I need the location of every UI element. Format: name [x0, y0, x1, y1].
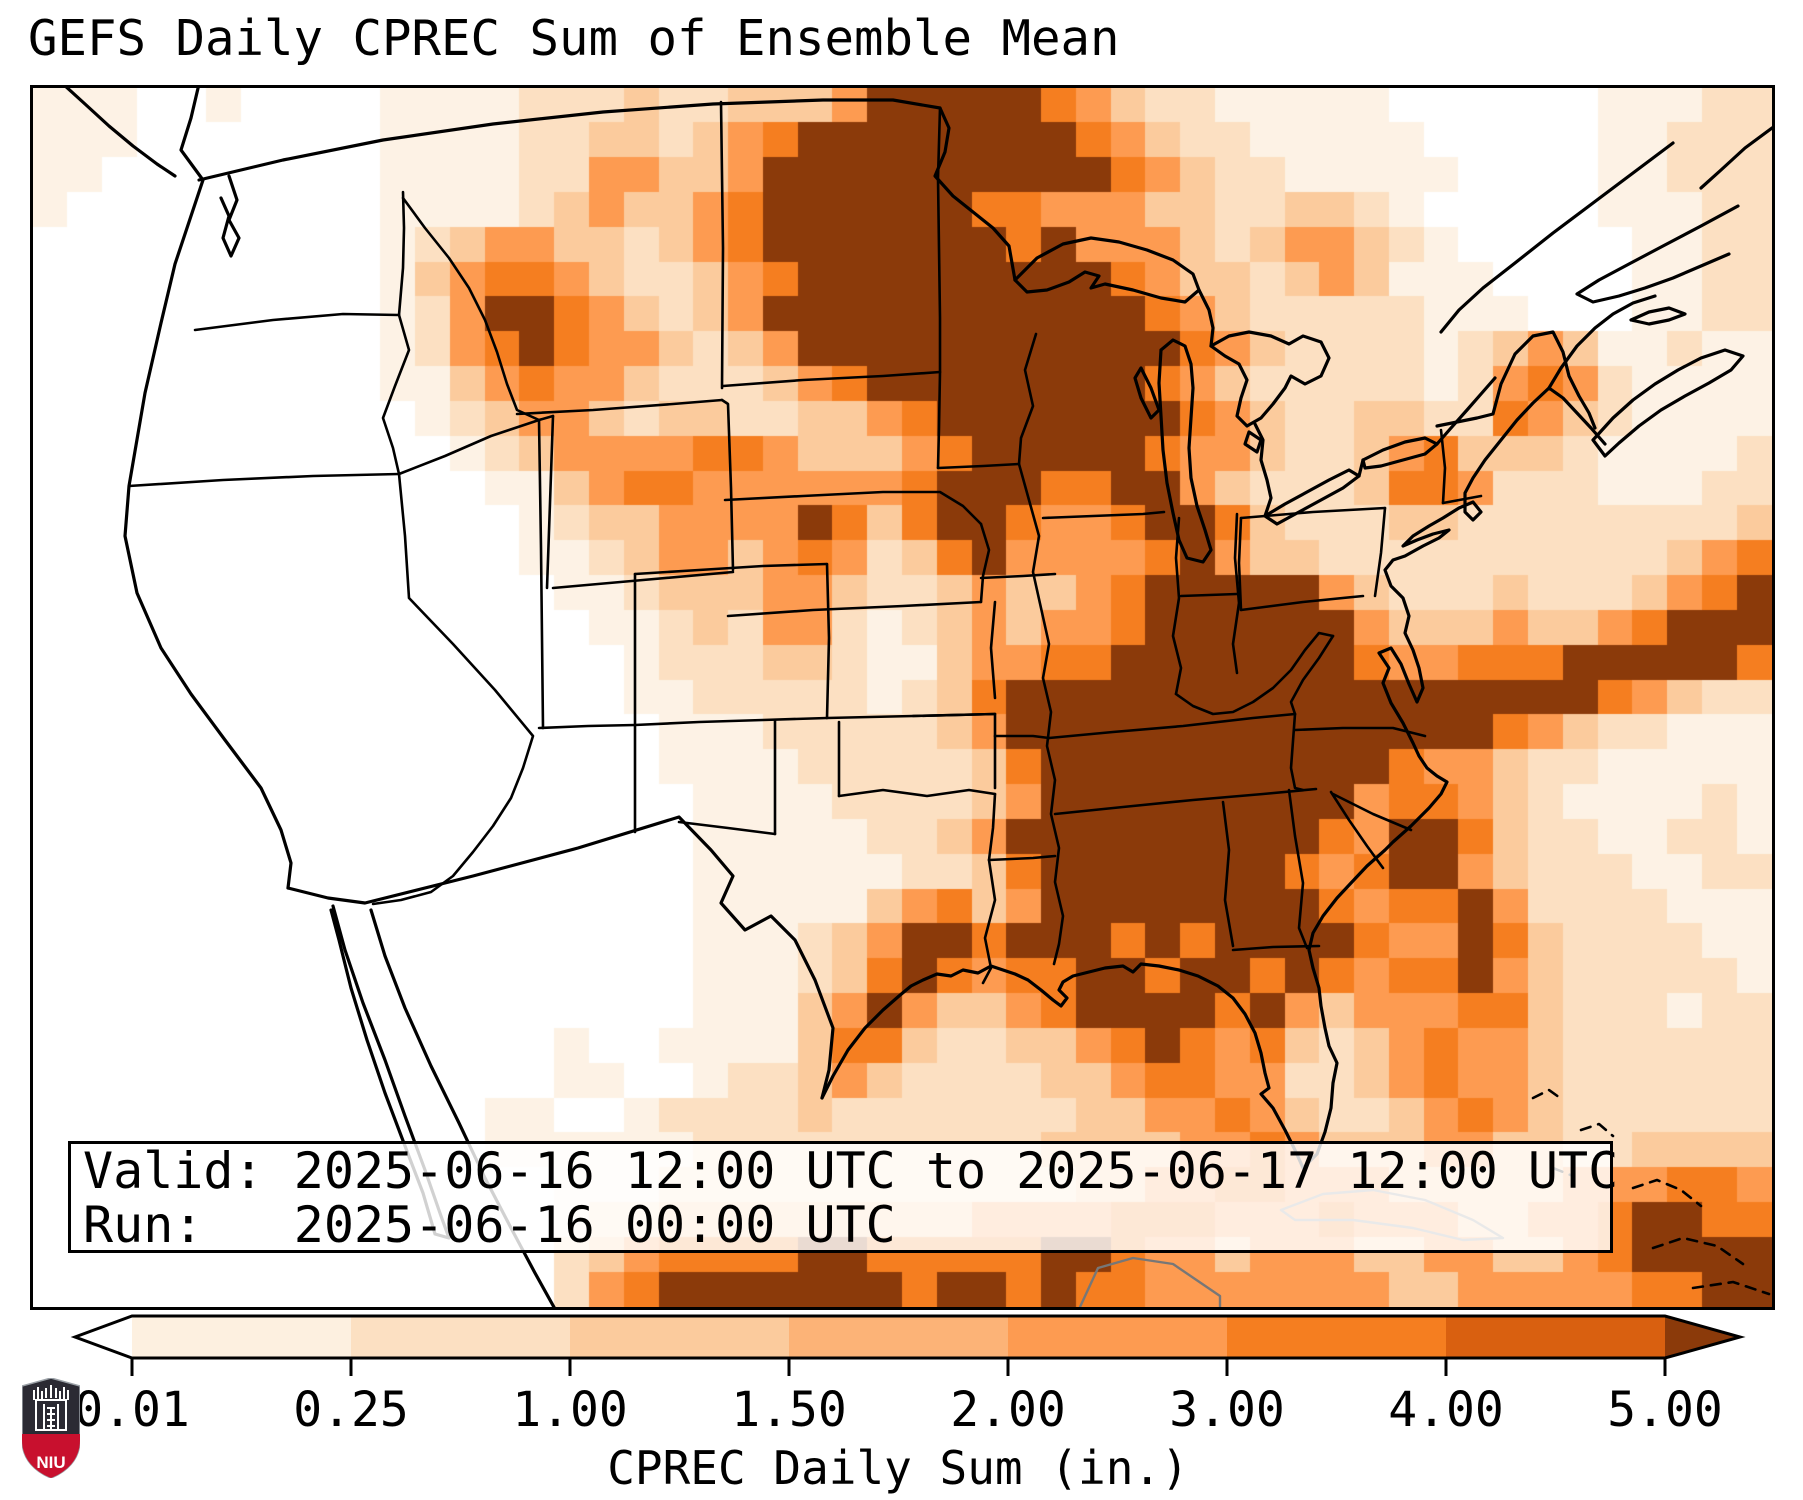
colorbar-axis-label: CPREC Daily Sum (in.) — [607, 1441, 1189, 1495]
precip-heatmap-canvas — [33, 88, 1772, 1307]
info-box: Valid: 2025-06-16 12:00 UTC to 2025-06-1… — [68, 1141, 1619, 1254]
colorbar-tick-label: 3.00 — [1169, 1382, 1285, 1438]
niu-red-band — [22, 1434, 80, 1478]
castle-icon — [33, 1385, 69, 1431]
niu-logo: NIU — [22, 1378, 80, 1478]
page-title: GEFS Daily CPREC Sum of Ensemble Mean — [28, 10, 1120, 67]
run-text: Run: 2025-06-16 00:00 UTC — [83, 1196, 896, 1254]
colorbar — [70, 1314, 1746, 1376]
colorbar-tick-label: 5.00 — [1607, 1382, 1723, 1438]
colorbar-tick-label: 2.00 — [950, 1382, 1066, 1438]
colorbar-tick-label: 4.00 — [1388, 1382, 1504, 1438]
colorbar-tick-label: 0.01 — [74, 1382, 190, 1438]
map-frame: Valid: 2025-06-16 12:00 UTC to 2025-06-1… — [30, 85, 1775, 1310]
colorbar-tick-label: 1.50 — [731, 1382, 847, 1438]
map-outlines-svg — [65, 88, 1772, 1307]
colorbar-tick-label: 0.25 — [293, 1382, 409, 1438]
niu-logo-text: NIU — [36, 1453, 65, 1472]
colorbar-tick-label: 1.00 — [512, 1382, 628, 1438]
valid-text: Valid: 2025-06-16 12:00 UTC to 2025-06-1… — [83, 1142, 1619, 1200]
